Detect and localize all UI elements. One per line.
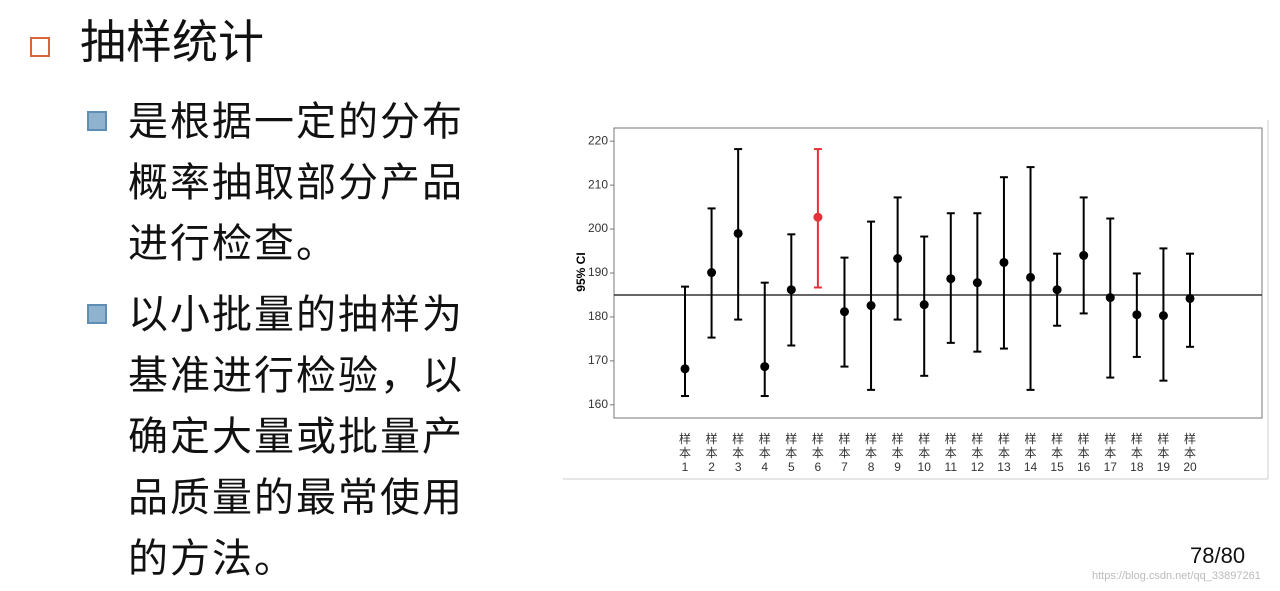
mean-point xyxy=(839,307,849,317)
y-tick-label: 160 xyxy=(588,397,608,411)
x-tick-label: 样本 19 xyxy=(1157,431,1171,474)
x-tick-label: 样本 7 xyxy=(838,431,850,474)
x-tick-label: 样本 11 xyxy=(945,431,958,474)
y-tick-label: 210 xyxy=(588,177,608,191)
mean-point xyxy=(1132,310,1142,320)
y-tick-label: 170 xyxy=(588,353,608,367)
mean-point xyxy=(972,278,982,288)
bullet-line: 是根据一定的分布 xyxy=(128,100,464,144)
bullet-line: 基准进行检验，以 xyxy=(128,354,464,398)
mean-point xyxy=(866,301,876,311)
bullet-line: 的方法。 xyxy=(128,537,296,581)
x-tick-label: 样本 8 xyxy=(865,431,877,474)
slide-title: 抽样统计 xyxy=(80,16,264,68)
x-tick-label: 样本 18 xyxy=(1130,431,1144,474)
bullet-line: 概率抽取部分产品 xyxy=(128,161,464,205)
bullet-line: 进行检查。 xyxy=(128,222,338,266)
x-tick-label: 样本 9 xyxy=(892,431,904,474)
y-tick-label: 220 xyxy=(588,133,608,147)
x-tick-label: 样本 16 xyxy=(1077,431,1091,474)
x-tick-label: 样本 10 xyxy=(918,431,932,474)
x-tick-label: 样本 13 xyxy=(997,431,1011,474)
mean-point xyxy=(919,300,929,310)
x-tick-label: 样本 3 xyxy=(732,431,744,474)
mean-point xyxy=(680,364,690,374)
x-tick-label: 样本 6 xyxy=(812,431,824,474)
bullet-line: 确定大量或批量产 xyxy=(128,415,464,459)
bullet-icon xyxy=(30,37,50,57)
mean-point xyxy=(707,268,717,278)
mean-point xyxy=(893,254,903,263)
bullet-line: 品质量的最常使用 xyxy=(128,476,464,520)
x-tick-label: 样本 4 xyxy=(759,431,771,474)
mean-point xyxy=(946,274,956,284)
x-tick-label: 样本 12 xyxy=(971,431,985,474)
x-tick-label: 样本 2 xyxy=(706,431,718,474)
mean-point xyxy=(1052,285,1062,295)
mean-point xyxy=(733,228,743,238)
mean-point xyxy=(813,212,823,222)
mean-point xyxy=(1026,272,1036,282)
mean-point xyxy=(1158,311,1168,321)
page-number: 78/80 xyxy=(1190,543,1246,568)
mean-point xyxy=(1079,250,1089,260)
mean-point xyxy=(760,362,770,372)
bullet-icon xyxy=(87,111,107,131)
mean-point xyxy=(999,257,1009,267)
y-tick-label: 180 xyxy=(588,309,608,323)
mean-point xyxy=(1105,293,1115,303)
x-tick-label: 样本 20 xyxy=(1183,431,1197,474)
bullet-line: 以小批量的抽样为 xyxy=(128,293,464,337)
mean-point xyxy=(786,285,796,295)
watermark: https://blog.csdn.net/qq_33897261 xyxy=(1092,570,1261,582)
x-tick-label: 样本 15 xyxy=(1050,431,1064,474)
x-tick-label: 样本 1 xyxy=(679,431,691,474)
y-axis-label: 95% CI xyxy=(574,252,588,291)
x-tick-label: 样本 14 xyxy=(1024,431,1038,474)
y-tick-label: 200 xyxy=(588,221,608,235)
bullet-icon xyxy=(87,304,107,324)
x-tick-label: 样本 17 xyxy=(1104,431,1118,474)
x-tick-label: 样本 5 xyxy=(785,431,797,474)
mean-point xyxy=(1185,293,1195,303)
y-tick-label: 190 xyxy=(588,265,608,279)
